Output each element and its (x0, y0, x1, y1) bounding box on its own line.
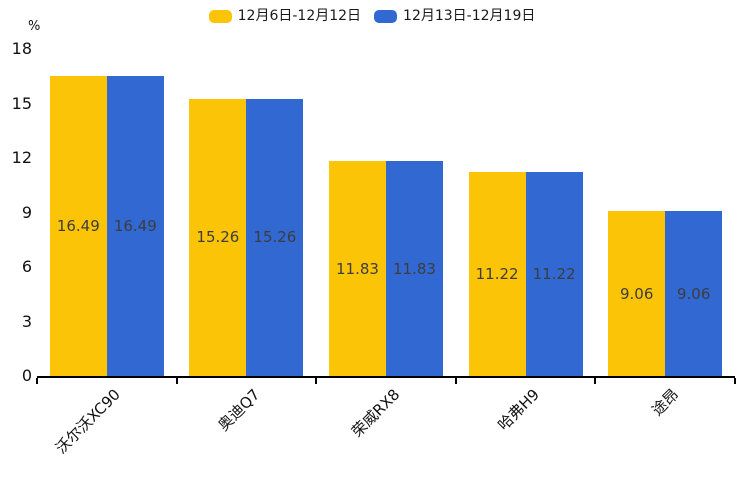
x-category-label-3: 荣威RX8 (347, 385, 404, 441)
bar-value-label: 11.83 (393, 259, 436, 278)
bar-value-label: 15.26 (196, 228, 240, 247)
bar-value-label: 11.22 (475, 265, 519, 284)
x-axis-tick (36, 378, 38, 384)
bar-value-label: 11.22 (532, 265, 576, 284)
x-category-label-5: 途昂 (648, 385, 683, 420)
bar-series1-cat3: 11.83 (329, 161, 386, 376)
bar-series1-cat5: 9.06 (608, 211, 666, 376)
bar-series2-cat2: 15.26 (246, 98, 304, 376)
bar-series1-cat1: 16.49 (49, 76, 107, 376)
y-tick-label-9: 9 (21, 202, 32, 222)
bar-value-label: 16.49 (56, 217, 100, 236)
legend-label-week1: 12月6日-12月12日 (237, 8, 362, 24)
x-axis-tick (594, 378, 597, 384)
y-axis-unit-label: % (28, 19, 41, 34)
x-axis-tick (734, 378, 736, 384)
bar-value-label: 9.06 (676, 284, 711, 303)
bar-series1-cat4: 11.22 (468, 172, 526, 376)
bar-series2-cat3: 11.83 (386, 161, 443, 376)
y-tick-label-12: 12 (11, 148, 32, 167)
y-tick-label-3: 3 (21, 311, 32, 331)
x-category-label-1: 沃尔沃XC90 (52, 385, 124, 458)
x-category-label-4: 哈弗H9 (494, 385, 543, 435)
bar-series1-cat2: 15.26 (189, 98, 247, 376)
y-tick-label-6: 6 (21, 257, 32, 276)
x-axis-tick (454, 378, 457, 384)
bar-series2-cat1: 16.49 (106, 76, 164, 376)
legend-swatch-blue (374, 9, 398, 23)
bar-value-label: 9.06 (619, 284, 654, 303)
legend-label-week2: 12月13日-12月19日 (403, 8, 536, 24)
y-tick-label-0: 0 (21, 366, 32, 385)
legend-item-week2: 12月13日-12月19日 (374, 8, 535, 24)
bar-value-label: 11.83 (336, 259, 379, 278)
y-tick-label-15: 15 (11, 93, 32, 113)
x-axis-tick (175, 378, 178, 384)
bar-value-label: 15.26 (253, 228, 297, 247)
legend: 12月6日-12月12日 12月13日-12月19日 (0, 8, 744, 24)
legend-item-week1: 12月6日-12月12日 (208, 8, 362, 24)
y-tick-label-18: 18 (11, 39, 32, 58)
legend-swatch-yellow (208, 9, 232, 23)
x-category-label-2: 奥迪Q7 (214, 385, 264, 435)
x-axis-line (37, 376, 735, 378)
bar-series2-cat4: 11.22 (525, 172, 583, 376)
bar-series2-cat5: 9.06 (665, 211, 723, 376)
bar-value-label: 16.49 (113, 217, 157, 236)
x-axis-tick (315, 378, 318, 384)
